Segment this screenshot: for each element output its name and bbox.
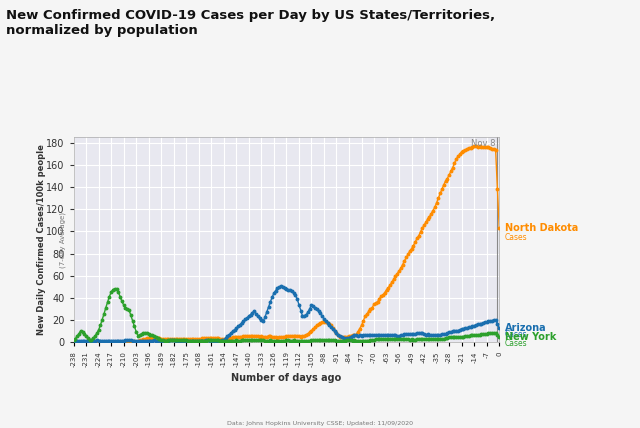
Text: North Dakota: North Dakota [505,223,578,233]
Text: Cases: Cases [505,330,527,339]
Text: Data: Johns Hopkins University CSSE; Updated: 11/09/2020: Data: Johns Hopkins University CSSE; Upd… [227,421,413,426]
Text: New Daily Confirmed Cases/100k people: New Daily Confirmed Cases/100k people [37,144,46,335]
Text: Nov 8: Nov 8 [471,139,495,148]
Text: New Confirmed COVID-19 Cases per Day by US States/Territories,
normalized by pop: New Confirmed COVID-19 Cases per Day by … [6,9,495,36]
Text: Cases: Cases [505,339,527,348]
Text: (7-day Average): (7-day Average) [60,212,66,268]
Text: New York: New York [505,332,556,342]
Text: Cases: Cases [505,233,527,242]
X-axis label: Number of days ago: Number of days ago [231,373,342,383]
Text: Arizona: Arizona [505,323,547,333]
